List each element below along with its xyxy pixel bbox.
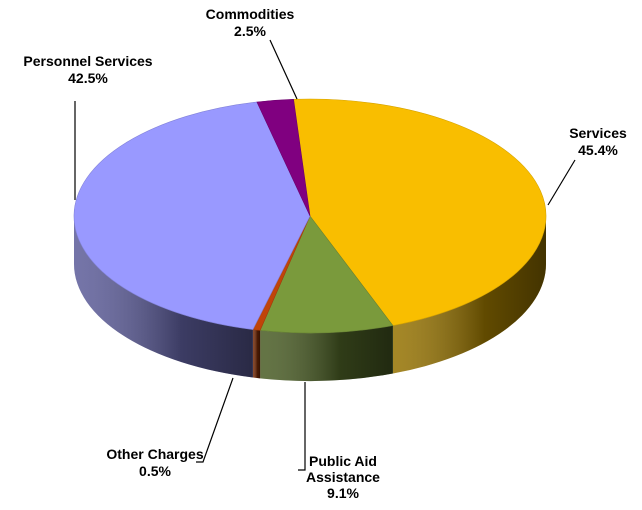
slice-value-other-charges: 0.5% [139,463,171,479]
slice-label-personnel-services: Personnel Services 42.5% [23,53,152,86]
slice-label-commodities: Commodities 2.5% [206,6,295,39]
slice-label-line: Commodities [206,6,295,22]
leader-line-commodities [269,39,298,100]
slice-label-other-charges: Other Charges 0.5% [106,446,203,479]
pie-side-shade-public-aid-assistance [260,325,393,381]
leader-line-public-aid-assistance [298,382,306,471]
slice-label-line: Public Aid [309,453,377,469]
pie-slice-personnel-services [73,101,311,330]
pie-slice-services [293,98,547,326]
slice-label-services: Services 45.4% [569,125,627,158]
slice-label-line: Services [569,125,627,141]
pie-side-shade-personnel-services [74,216,253,378]
pie-slice-commodities [256,98,311,217]
pie-side-shade-other-charges [252,329,261,379]
slice-value-services: 45.4% [578,142,618,158]
leader-line-other-charges [196,377,234,463]
slice-value-personnel-services: 42.5% [68,70,108,86]
pie-tops [73,98,547,334]
pie-labels: Services 45.4% Public Aid Assistance 9.1% Oth… [23,6,627,501]
pie-slice-public-aid-assistance [259,215,394,334]
pie-sides [74,216,546,381]
slice-value-public-aid-assistance: 9.1% [327,485,359,501]
slice-label-line: Personnel Services [23,53,152,69]
slice-label-line: Other Charges [106,446,203,462]
slice-value-commodities: 2.5% [234,23,266,39]
slice-label-public-aid-assistance: Public Aid Assistance 9.1% [306,453,380,501]
leader-line-services [547,159,576,206]
slice-label-line: Assistance [306,469,380,485]
pie-side-shade-services [392,216,546,374]
